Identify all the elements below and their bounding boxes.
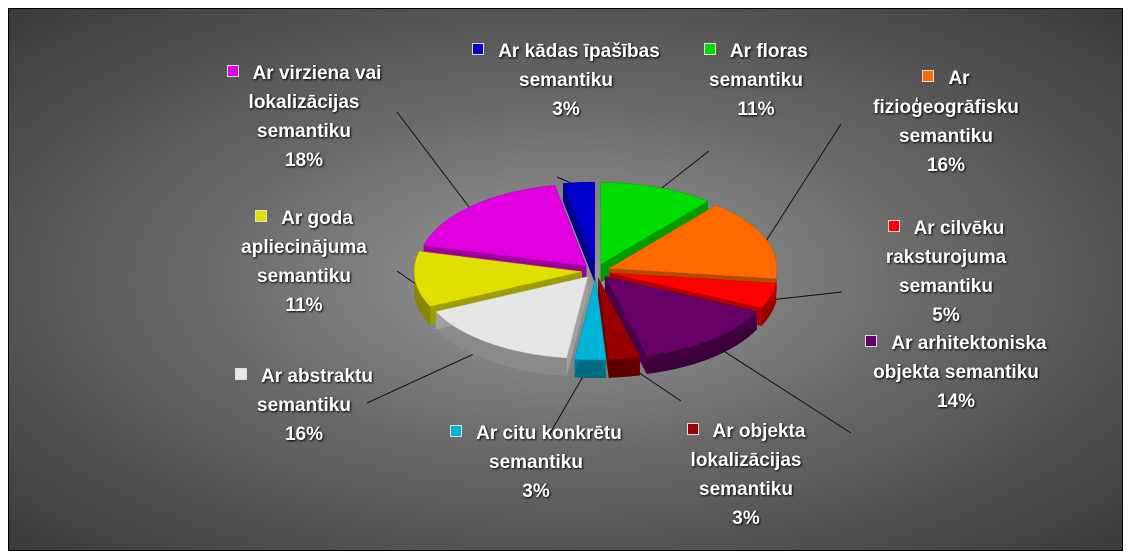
pie-chart	[366, 111, 852, 436]
slice-cut	[604, 276, 647, 374]
data-label: Ar arhitektoniska objekta semantiku 14%	[861, 329, 1051, 416]
slice	[608, 204, 778, 279]
plot-area: Ar floras semantiku 11% Ar fizioģeogrāfisk…	[8, 8, 1123, 551]
value-label: 11%	[737, 99, 775, 120]
data-label: Ar floras semantiku 11%	[661, 37, 851, 124]
data-label: Ar objekta lokalizācijas semantiku 3%	[651, 417, 841, 533]
leader-line	[396, 111, 472, 211]
slice	[597, 277, 641, 361]
category-label: Ar cilvēku raksturojuma semantiku	[885, 218, 1007, 297]
value-label: 11%	[285, 295, 323, 316]
legend-marker	[922, 70, 935, 82]
slice-wall	[646, 311, 757, 374]
slice-wall	[574, 359, 607, 378]
value-label: 16%	[926, 155, 966, 176]
category-label: Ar floras semantiku	[709, 41, 809, 91]
slice-cut	[566, 276, 588, 377]
value-label: 5%	[932, 305, 960, 326]
slice	[413, 250, 583, 307]
value-label: 3%	[522, 481, 550, 502]
legend-marker	[686, 423, 699, 435]
data-label: Ar citu konkrētu semantiku 3%	[441, 419, 631, 506]
slice-cut	[563, 183, 595, 283]
data-label: Ar cilvēku raksturojuma semantiku 5%	[851, 214, 1041, 330]
leader-line	[396, 270, 416, 284]
category-label: Ar fizioģeogrāfisku semantiku	[873, 68, 1019, 147]
legend-marker	[450, 425, 463, 437]
category-label: Ar goda apliecinājuma semantiku	[241, 208, 367, 287]
data-label: Ar fizioģeogrāfisku semantiku 16%	[851, 64, 1041, 180]
slice	[423, 185, 587, 267]
legend-marker	[472, 43, 485, 55]
slice	[600, 182, 709, 265]
legend-marker	[865, 335, 878, 347]
leader-line	[764, 123, 842, 243]
value-label: 14%	[936, 391, 976, 412]
category-label: Ar virziena vai lokalizācijas semantiku	[248, 63, 382, 142]
slice	[604, 276, 758, 357]
category-label: Ar abstraktu semantiku	[257, 366, 373, 416]
category-label: Ar objekta lokalizācijas semantiku	[690, 421, 806, 500]
category-label: Ar kādas īpašības semantiku	[498, 41, 660, 91]
legend-marker	[235, 368, 248, 380]
leader-line	[366, 346, 490, 404]
leader-line	[770, 291, 843, 301]
legend-marker	[703, 43, 716, 55]
leader-line	[711, 343, 852, 434]
slice	[609, 272, 777, 309]
legend-marker	[887, 220, 900, 232]
data-label: Ar abstraktu semantiku 16%	[209, 362, 399, 449]
value-label: 16%	[284, 424, 324, 445]
slice-wall	[435, 311, 567, 377]
data-label: Ar kādas īpašības semantiku 3%	[471, 37, 661, 124]
value-label: 18%	[284, 150, 324, 171]
value-label: 3%	[552, 99, 580, 120]
slice-wall	[608, 357, 640, 378]
slice-cut	[598, 277, 609, 378]
value-label: 3%	[732, 508, 760, 529]
legend-marker	[226, 65, 239, 77]
data-label: Ar goda apliecinājuma semantiku 11%	[209, 204, 399, 320]
leader-line	[657, 150, 710, 192]
data-label: Ar virziena vai lokalizācijas semantiku 1…	[209, 59, 399, 175]
category-label: Ar citu konkrētu semantiku	[476, 423, 622, 473]
slice	[574, 277, 607, 361]
slice	[562, 181, 595, 265]
category-label: Ar arhitektoniska objekta semantiku	[873, 333, 1047, 383]
legend-marker	[255, 210, 268, 222]
slice	[435, 276, 589, 359]
